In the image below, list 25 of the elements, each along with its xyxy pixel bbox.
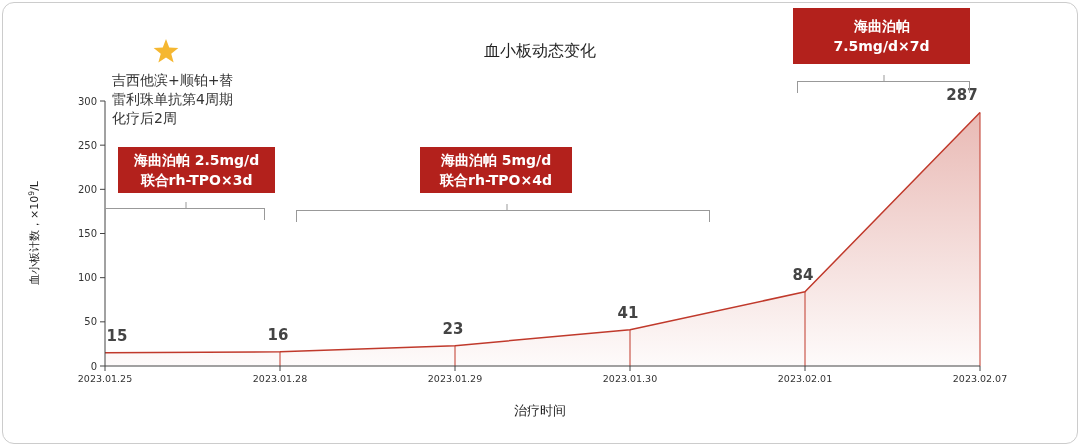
- x-axis-title: 治疗时间: [514, 403, 566, 418]
- y-tick-label: 0: [90, 360, 97, 372]
- annotation: 吉西他滨+顺铂+替雷利珠单抗第4周期化疗后2周: [112, 71, 235, 128]
- data-label: 16: [267, 325, 289, 344]
- x-tick-label: 2023.01.25: [77, 373, 133, 384]
- x-tick-label: 2023.01.29: [427, 373, 483, 384]
- x-tick-label: 2023.01.30: [602, 373, 658, 384]
- y-tick-label: 250: [77, 139, 97, 151]
- chart-title: 血小板动态变化: [484, 41, 596, 60]
- y-tick-label: 300: [77, 95, 97, 107]
- y-tick-label: 200: [77, 183, 97, 195]
- data-label: 287: [946, 86, 978, 105]
- x-tick-label: 2023.02.01: [777, 373, 833, 384]
- y-tick-label: 100: [77, 272, 97, 284]
- data-label: 41: [617, 303, 639, 322]
- data-label: 84: [792, 265, 814, 284]
- y-tick-label: 50: [84, 316, 97, 328]
- text: 海曲泊帕 7.5mg/d×7d: [793, 8, 970, 64]
- x-tick-label: 2023.01.28: [252, 373, 308, 384]
- data-label: 15: [106, 326, 128, 345]
- annotation: 海曲泊帕 5mg/d 联合rh-TPO×4d: [420, 147, 572, 193]
- x-tick-label: 2023.02.07: [952, 373, 1008, 384]
- y-tick-label: 150: [77, 228, 97, 239]
- annotation: 海曲泊帕 2.5mg/d 联合rh-TPO×3d: [118, 147, 275, 193]
- data-label: 23: [442, 319, 464, 338]
